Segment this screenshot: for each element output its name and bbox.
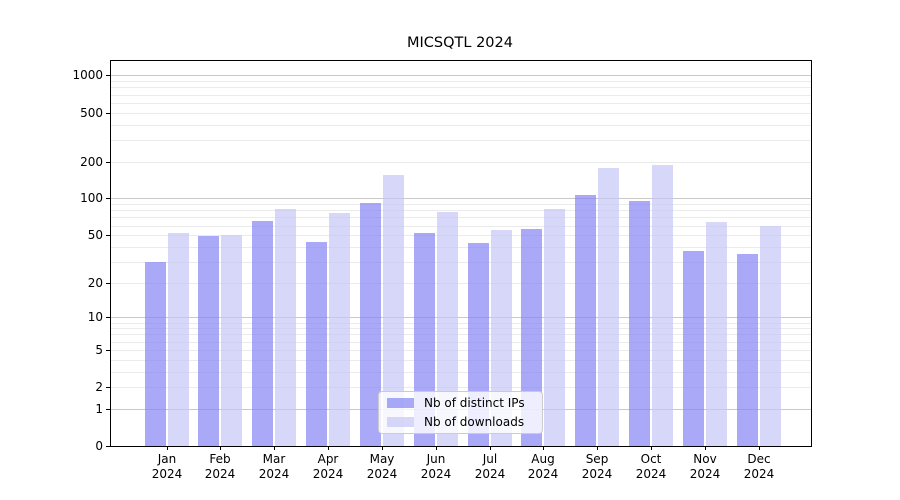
x-tick-mark	[274, 446, 275, 450]
y-tick-label: 20	[87, 276, 103, 290]
y-tick-label: 1	[95, 402, 103, 416]
bar-downloads-aug	[544, 209, 566, 446]
y-tick-label: 10	[87, 310, 103, 324]
minor-gridline	[111, 204, 811, 206]
minor-gridline	[111, 161, 811, 163]
bar-distinct-ips-jan	[144, 261, 166, 446]
bar-distinct-ips-dec	[736, 253, 758, 446]
x-tick-label: Sep 2024	[581, 452, 613, 481]
x-tick-label: Oct 2024	[635, 452, 667, 481]
bar-downloads-mar	[275, 209, 297, 446]
x-tick-mark	[651, 446, 652, 450]
plot-area	[110, 60, 812, 447]
bar-downloads-jun	[436, 211, 458, 446]
minor-gridline	[111, 102, 811, 104]
bar-distinct-ips-feb	[198, 236, 220, 446]
y-tick-mark	[106, 409, 111, 410]
x-tick-label: Jan 2024	[151, 452, 183, 481]
x-tick-label: Aug 2024	[527, 452, 559, 481]
chart-title: MICSQTL 2024	[407, 35, 513, 51]
bar-distinct-ips-oct	[629, 201, 651, 446]
x-tick-label: Apr 2024	[312, 452, 344, 481]
bar-downloads-apr	[329, 213, 351, 446]
x-tick-label: Jul 2024	[474, 452, 506, 481]
legend: Nb of distinct IPs Nb of downloads	[378, 391, 543, 434]
bar-distinct-ips-may	[359, 202, 381, 446]
y-tick-label: 5	[95, 343, 103, 357]
legend-swatch-downloads	[387, 417, 414, 427]
minor-gridline	[111, 112, 811, 114]
y-tick-mark	[106, 162, 111, 163]
minor-gridline	[111, 87, 811, 89]
bar-distinct-ips-sep	[575, 195, 597, 446]
legend-row-downloads: Nb of downloads	[387, 415, 534, 430]
minor-gridline	[111, 210, 811, 212]
x-tick-mark	[167, 446, 168, 450]
y-tick-label: 50	[87, 228, 103, 242]
bar-downloads-sep	[598, 168, 620, 446]
x-tick-mark	[705, 446, 706, 450]
y-tick-label: 0	[95, 439, 103, 453]
bar-distinct-ips-mar	[252, 220, 274, 446]
bar-downloads-dec	[759, 226, 781, 446]
y-tick-mark	[106, 387, 111, 388]
y-tick-mark	[106, 317, 111, 318]
y-tick-label: 100	[80, 191, 103, 205]
x-tick-label: Jun 2024	[420, 452, 452, 481]
x-tick-mark	[543, 446, 544, 450]
y-tick-label: 500	[80, 106, 103, 120]
minor-gridline	[111, 94, 811, 96]
bar-distinct-ips-nov	[683, 250, 704, 446]
bar-distinct-ips-apr	[306, 241, 328, 446]
minor-gridline	[111, 124, 811, 126]
x-tick-label: Feb 2024	[204, 452, 236, 481]
y-tick-mark	[106, 198, 111, 199]
y-tick-mark	[106, 75, 111, 76]
y-tick-mark	[106, 350, 111, 351]
y-tick-mark	[106, 113, 111, 114]
x-tick-mark	[382, 446, 383, 450]
x-tick-label: Mar 2024	[258, 452, 290, 481]
x-tick-mark	[328, 446, 329, 450]
legend-label-distinct-ips: Nb of distinct IPs	[424, 396, 525, 410]
legend-swatch-distinct-ips	[387, 398, 414, 408]
minor-gridline	[111, 217, 811, 219]
y-tick-mark	[106, 235, 111, 236]
x-tick-label: May 2024	[366, 452, 398, 481]
x-tick-mark	[490, 446, 491, 450]
y-tick-label: 200	[80, 155, 103, 169]
y-tick-mark	[106, 446, 111, 447]
x-tick-mark	[759, 446, 760, 450]
major-gridline	[111, 198, 811, 200]
x-tick-label: Dec 2024	[743, 452, 775, 481]
legend-row-distinct-ips: Nb of distinct IPs	[387, 396, 534, 411]
bar-downloads-jan	[167, 233, 189, 446]
bar-downloads-may	[382, 174, 404, 446]
y-tick-label: 1000	[72, 68, 103, 82]
bar-downloads-feb	[221, 235, 243, 446]
bar-downloads-nov	[706, 222, 727, 446]
minor-gridline	[111, 81, 811, 83]
major-gridline	[111, 75, 811, 77]
y-tick-label: 2	[95, 380, 103, 394]
x-tick-mark	[597, 446, 598, 450]
bar-downloads-oct	[652, 164, 674, 446]
x-tick-mark	[436, 446, 437, 450]
minor-gridline	[111, 139, 811, 141]
y-tick-mark	[106, 283, 111, 284]
x-tick-mark	[220, 446, 221, 450]
legend-label-downloads: Nb of downloads	[424, 415, 525, 429]
x-tick-label: Nov 2024	[689, 452, 721, 481]
